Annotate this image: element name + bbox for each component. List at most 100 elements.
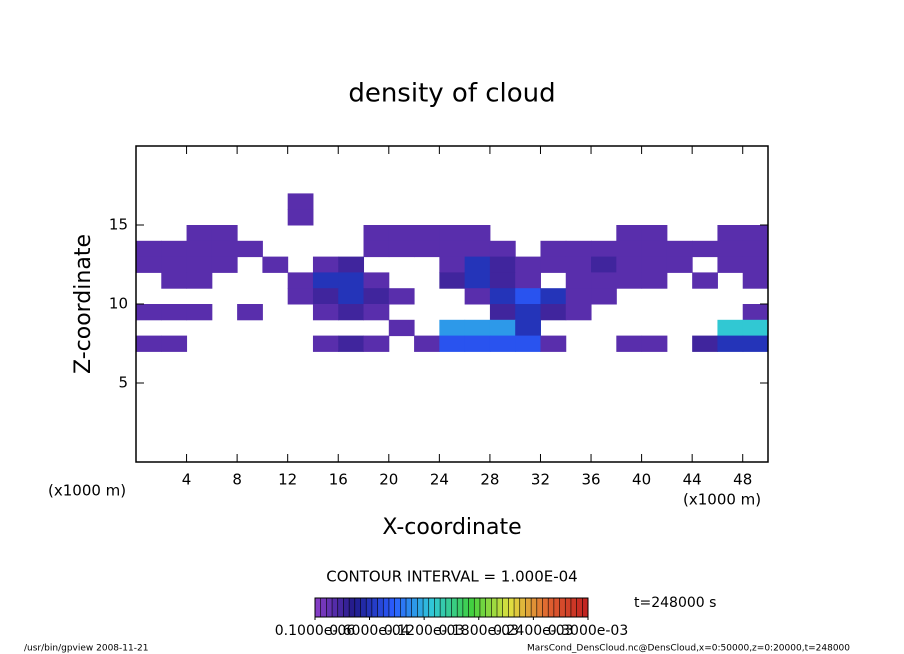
cell	[464, 225, 491, 242]
cell	[515, 272, 541, 289]
cell	[742, 272, 769, 289]
cell	[489, 288, 516, 305]
colorbar-segment	[440, 598, 447, 617]
cell	[666, 256, 693, 273]
cell	[237, 240, 263, 258]
colorbar-segment	[417, 598, 424, 617]
chart-title: density of cloud	[348, 79, 555, 109]
colorbar-segment	[514, 598, 521, 617]
colorbar-tick-label: 0.1800e-03	[439, 623, 519, 639]
cell	[616, 240, 643, 258]
cell	[540, 288, 567, 305]
cell	[186, 304, 213, 321]
cell	[641, 240, 668, 258]
cell	[414, 335, 440, 352]
cell	[186, 272, 213, 289]
cell	[742, 225, 769, 242]
colorbar-frame	[314, 597, 589, 618]
cell	[136, 240, 162, 258]
cell	[136, 335, 162, 352]
x-tick-label: 20	[379, 471, 398, 489]
colorbar-segment	[377, 598, 384, 617]
x-tick-label: 44	[683, 471, 702, 489]
cell	[414, 240, 440, 258]
cell	[363, 304, 390, 321]
colorbar-segment	[451, 598, 458, 617]
cell	[211, 256, 238, 273]
cell	[312, 304, 339, 321]
x-tick-label: 24	[430, 471, 449, 489]
cell	[363, 288, 390, 305]
cell	[616, 335, 643, 352]
colorbar-tick-label: 0.1200e-03	[384, 623, 464, 639]
x-tick-label: 36	[581, 471, 600, 489]
cell	[262, 256, 289, 273]
colorbar-segment	[394, 598, 401, 617]
colorbar-segment	[337, 598, 344, 617]
cell	[565, 240, 592, 258]
x-tick-label: 28	[480, 471, 499, 489]
cell	[489, 335, 516, 352]
cell	[363, 335, 390, 352]
cell	[489, 272, 516, 289]
cell	[717, 225, 744, 242]
cell	[161, 335, 188, 352]
cell	[515, 304, 541, 321]
colorbar-segment	[383, 598, 390, 617]
colorbar-segment	[559, 598, 566, 617]
cell	[388, 225, 415, 242]
cell	[363, 240, 390, 258]
colorbar-segment	[508, 598, 515, 617]
cell	[136, 256, 162, 273]
cell	[591, 240, 617, 258]
contour-interval: CONTOUR INTERVAL = 1.000E-04	[326, 568, 577, 586]
colorbar-segment	[360, 598, 367, 617]
cell	[312, 272, 339, 289]
cell	[489, 304, 516, 321]
cell	[338, 335, 365, 352]
cell	[312, 288, 339, 305]
colorbar-tick-label: 0.1000e-06	[275, 623, 356, 639]
cell	[742, 256, 769, 273]
cell	[591, 272, 617, 289]
cell	[540, 256, 567, 273]
colorbar-segment	[388, 598, 395, 617]
cell	[742, 319, 769, 337]
x-tick-label: 48	[733, 471, 752, 489]
cell	[186, 240, 213, 258]
cell	[388, 240, 415, 258]
colorbar-segment	[548, 598, 555, 617]
cell	[591, 256, 617, 273]
colorbar-segment	[411, 598, 418, 617]
cell	[439, 225, 466, 242]
cell	[540, 304, 567, 321]
colorbar-tick-label: 0.3000e-03	[548, 623, 628, 639]
cell	[414, 225, 440, 242]
cell	[692, 272, 718, 289]
x-tick-label: 8	[232, 471, 242, 489]
cell	[641, 256, 668, 273]
colorbar-segment	[320, 598, 327, 617]
cell	[616, 272, 643, 289]
cell	[363, 225, 390, 242]
cell	[439, 272, 466, 289]
cell	[489, 319, 516, 337]
colorbar-segment	[497, 598, 503, 617]
cell	[666, 240, 693, 258]
cell	[237, 304, 263, 321]
colorbar-segment	[582, 598, 589, 617]
cell	[489, 240, 516, 258]
cell	[464, 256, 491, 273]
cell	[439, 319, 466, 337]
cell	[540, 335, 567, 352]
cell	[186, 256, 213, 273]
x-tick-label: 16	[329, 471, 348, 489]
cell	[515, 335, 541, 352]
cell	[565, 304, 592, 321]
cell	[742, 240, 769, 258]
x-unit-label: (x1000 m)	[683, 491, 761, 509]
colorbar-segment	[553, 598, 560, 617]
time-label: t=248000 s	[634, 595, 716, 611]
colorbar-tick-label: 0.6000e-04	[329, 623, 410, 639]
